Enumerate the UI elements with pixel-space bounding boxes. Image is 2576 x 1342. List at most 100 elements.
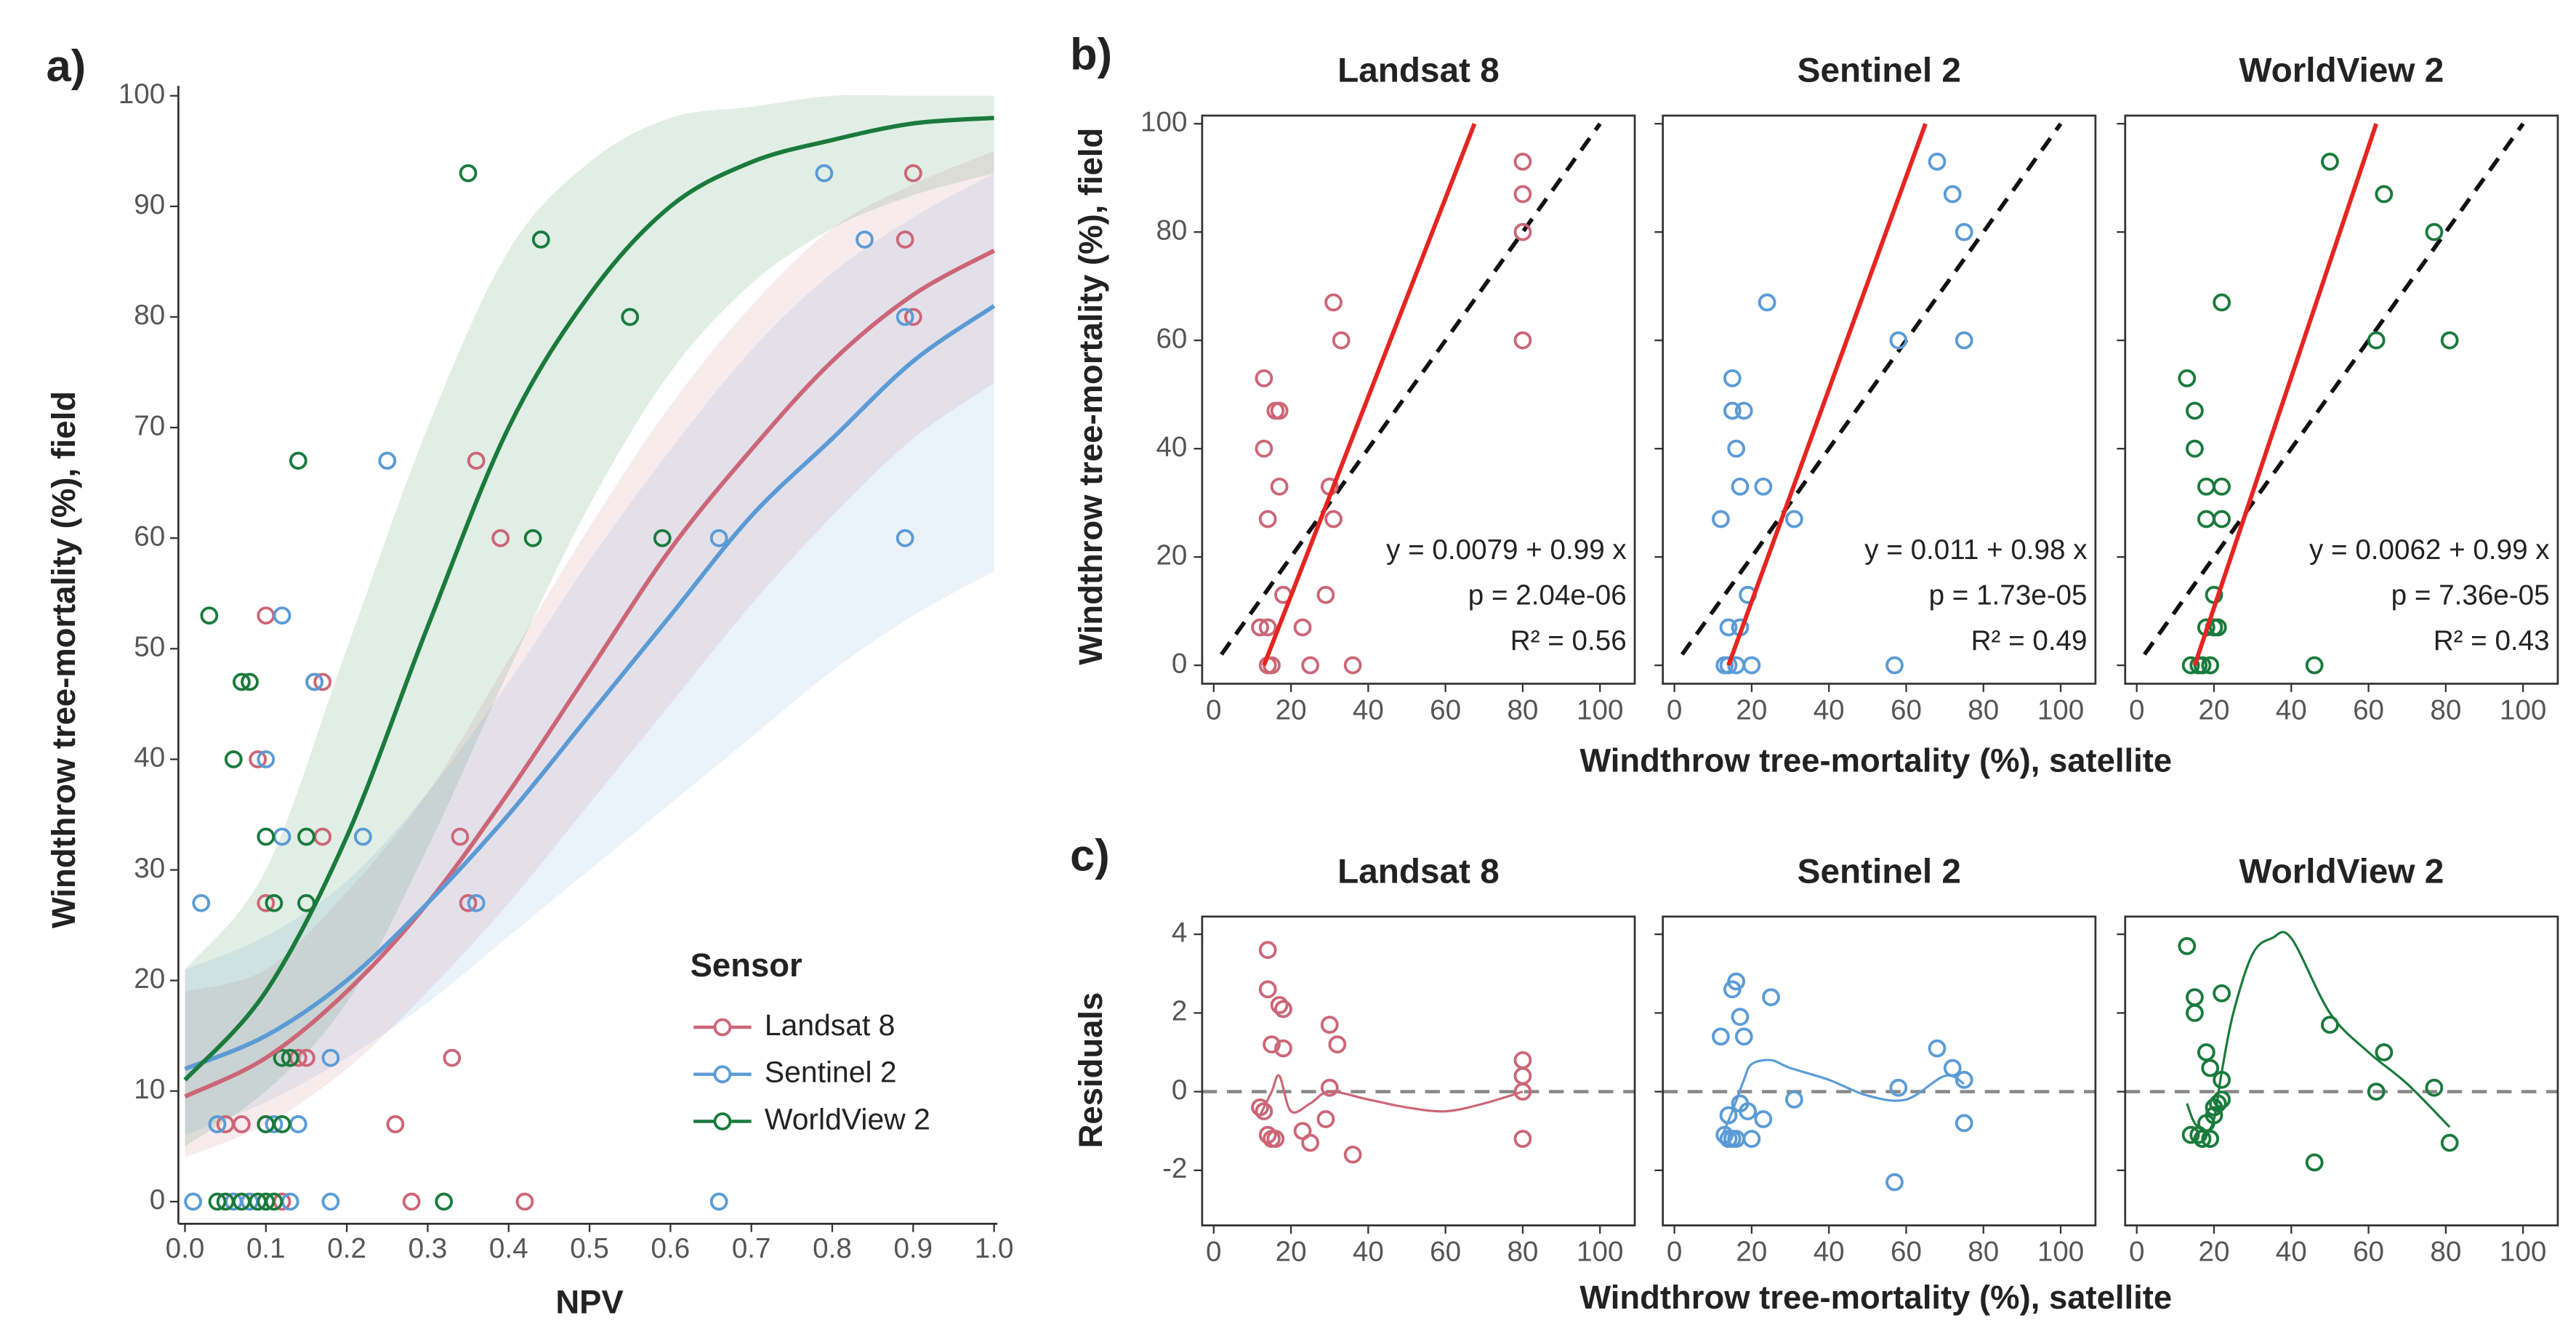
x-tick-label: 100: [2037, 694, 2084, 726]
point: [1712, 1027, 1730, 1046]
point: [1727, 439, 1746, 458]
point: [354, 827, 372, 846]
point: [1274, 1000, 1292, 1018]
point: [531, 230, 550, 249]
point: [289, 1115, 307, 1133]
point: [523, 529, 542, 547]
point: [1324, 293, 1343, 312]
point: [2440, 331, 2459, 350]
point: [491, 529, 510, 547]
x-tick-label: 80: [2430, 694, 2461, 726]
y-tick-label: 0: [1172, 648, 1187, 679]
point: [2186, 439, 2204, 458]
point: [1889, 331, 1908, 350]
point: [1734, 401, 1753, 420]
point: [1343, 1145, 1362, 1164]
annotation: R² = 0.43: [2434, 625, 2550, 656]
y-axis-label: Windthrow tree-mortality (%), field: [45, 391, 82, 928]
point: [1266, 1130, 1285, 1148]
point: [1723, 1130, 1742, 1148]
x-tick-label: 60: [1891, 694, 1922, 726]
legend-label: WorldView 2: [765, 1102, 930, 1136]
fit-line: [1262, 123, 1477, 667]
legend-marker: [713, 1065, 732, 1084]
point: [1301, 1133, 1320, 1152]
point: [233, 672, 251, 691]
point: [257, 827, 275, 846]
point: [1270, 401, 1289, 420]
x-tick-label: 100: [1577, 1236, 1623, 1267]
point: [653, 529, 672, 547]
panel-frame: [2124, 114, 2559, 685]
point: [2321, 152, 2339, 171]
point: [2197, 510, 2215, 529]
fit-line: [1726, 123, 1928, 667]
y-tick-label: 60: [1156, 323, 1187, 354]
x-tick-label: 0.4: [489, 1233, 528, 1264]
point: [2440, 1133, 2459, 1152]
y-tick-label: 100: [1140, 106, 1187, 137]
point: [2213, 984, 2231, 1003]
point: [1513, 331, 1532, 350]
point: [1251, 618, 1269, 637]
y-tick-label: 40: [1156, 431, 1187, 462]
point: [1270, 996, 1289, 1014]
y-tick-label: 30: [134, 853, 165, 884]
point: [435, 1192, 454, 1211]
x-axis-label: Windthrow tree-mortality (%), satellite: [1579, 742, 2172, 779]
y-tick-label: 80: [134, 300, 165, 331]
smooth-line: [1259, 1074, 1524, 1116]
x-tick-label: 40: [1353, 694, 1384, 726]
x-tick-label: 20: [2199, 1236, 2230, 1267]
y-tick-label: 20: [1156, 539, 1187, 571]
x-tick-label: 0.5: [570, 1233, 609, 1264]
annotation: p = 2.04e-06: [1468, 579, 1627, 611]
point: [2197, 477, 2215, 496]
x-tick-label: 100: [2500, 1236, 2546, 1267]
x-tick-label: 80: [1507, 694, 1538, 726]
point: [1928, 152, 1947, 171]
smooth-line: [1719, 1058, 1965, 1140]
reference-line: [1680, 122, 2063, 656]
point: [1739, 1102, 1757, 1121]
point: [2181, 1125, 2200, 1144]
point: [1885, 1173, 1904, 1192]
point: [265, 893, 283, 912]
point: [2186, 1004, 2204, 1022]
point: [1513, 1130, 1532, 1148]
point: [281, 1048, 299, 1067]
point: [1955, 331, 1973, 350]
x-tick-label: 40: [2276, 1236, 2307, 1267]
x-tick-label: 60: [1430, 1236, 1461, 1267]
x-tick-label: 40: [1353, 1236, 1384, 1267]
y-tick-label: 90: [134, 189, 165, 220]
point: [1324, 510, 1343, 529]
legend-label: Landsat 8: [765, 1008, 895, 1042]
x-tick-label: 0.6: [651, 1233, 691, 1264]
y-tick-label: 0: [1172, 1074, 1187, 1106]
point: [1734, 1027, 1753, 1046]
point: [1742, 656, 1761, 675]
point: [1320, 1078, 1339, 1097]
x-tick-label: 0: [1667, 1236, 1682, 1267]
point: [2367, 1082, 2386, 1101]
x-tick-label: 80: [1968, 1236, 1999, 1267]
x-tick-label: 60: [2353, 694, 2384, 726]
fit-line: [2192, 123, 2378, 667]
x-tick-label: 20: [1276, 1236, 1307, 1267]
point: [192, 893, 211, 912]
y-tick-label: 10: [134, 1074, 165, 1105]
x-tick-label: 0.0: [166, 1233, 205, 1264]
point: [2305, 1153, 2324, 1172]
point: [1943, 1058, 1962, 1077]
confidence-band: [185, 173, 994, 1136]
point: [709, 1192, 728, 1211]
y-tick-label: -2: [1162, 1153, 1187, 1184]
point: [709, 529, 728, 547]
point: [1513, 152, 1532, 171]
annotation: y = 0.011 + 0.98 x: [1864, 534, 2087, 566]
fit-line: [184, 249, 996, 1099]
point: [1343, 656, 1362, 675]
point: [856, 230, 874, 249]
